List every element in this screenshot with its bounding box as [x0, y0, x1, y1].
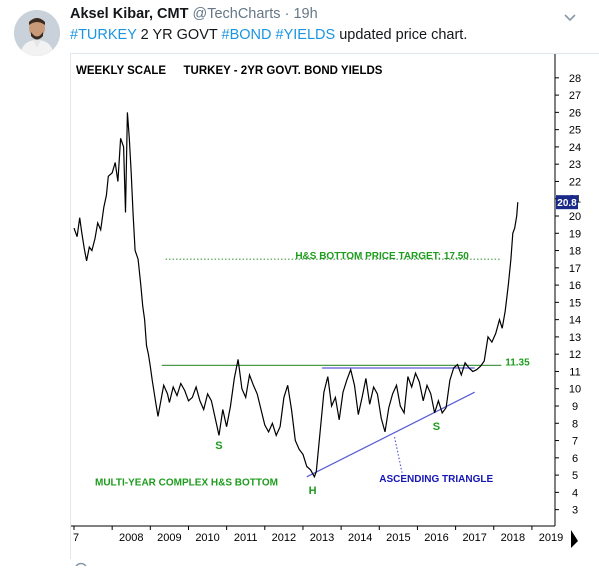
last-value-label: 20.8	[557, 198, 577, 209]
y-tick-label: 27	[569, 90, 581, 102]
reply-icon[interactable]	[75, 553, 87, 567]
triangle-apex-pointer-line	[393, 436, 403, 474]
y-tick-label: 22	[569, 176, 581, 188]
chart-subtitle: WEEKLY SCALE	[76, 65, 166, 77]
profile-photo	[14, 10, 60, 56]
x-tick-label: 2017	[462, 532, 486, 544]
x-tick-label: 2011	[234, 532, 258, 544]
cursor-icon	[571, 530, 578, 548]
x-tick-label: 2015	[386, 532, 410, 544]
tweet-header: Aksel Kibar, CMT @TechCharts · 19h	[70, 6, 318, 22]
author-name[interactable]: Aksel Kibar, CMT	[70, 6, 189, 22]
separator-dot: ·	[284, 6, 290, 22]
x-tick-label: 2012	[272, 532, 296, 544]
hashtag-link[interactable]: #YIELDS	[275, 27, 336, 43]
annotation-label: MULTI-YEAR COMPLEX H&S BOTTOM	[95, 477, 278, 488]
tweet-timestamp[interactable]: 19h	[293, 6, 318, 22]
tweet-text: #TURKEY 2 YR GOVT #BOND #YIELDS updated …	[70, 27, 467, 43]
x-tick-label: 2009	[157, 532, 181, 544]
y-tick-label: 11	[569, 366, 580, 378]
annotation-label: S	[433, 421, 440, 433]
y-tick-label: 23	[569, 159, 581, 171]
y-tick-label: 14	[569, 315, 581, 327]
annotation-label: ASCENDING TRIANGLE	[379, 474, 493, 485]
y-tick-label: 17	[569, 263, 581, 275]
y-tick-label: 15	[569, 297, 581, 309]
tweet-media-chart[interactable]: 3456789101112131415161718192021222324252…	[70, 53, 599, 559]
y-tick-label: 7	[572, 436, 578, 448]
annotation-label: S	[215, 440, 222, 452]
x-tick-label: 2018	[501, 532, 525, 544]
x-tick-label: 2010	[195, 532, 219, 544]
y-tick-label: 13	[569, 332, 581, 344]
y-tick-label: 16	[569, 280, 581, 292]
annotation-label: 11.35	[505, 357, 530, 368]
y-tick-label: 3	[572, 505, 578, 517]
x-tick-label: 2013	[310, 532, 334, 544]
y-tick-label: 25	[569, 125, 581, 137]
y-tick-label: 5	[572, 470, 578, 482]
x-tick-label: 2019	[539, 532, 563, 544]
hashtag-link[interactable]: #TURKEY	[70, 27, 137, 43]
y-tick-label: 9	[572, 401, 578, 413]
last-value-badge: 20.8	[556, 195, 578, 210]
y-tick-label: 20	[569, 211, 581, 223]
x-tick-label: 2008	[119, 532, 143, 544]
avatar[interactable]	[14, 10, 60, 56]
y-tick-label: 18	[569, 246, 581, 258]
y-tick-label: 10	[569, 384, 581, 396]
hashtag-link[interactable]: #BOND	[221, 27, 272, 43]
y-tick-label: 26	[569, 107, 581, 119]
tweet-text-segment: 2 YR GOVT	[136, 27, 222, 43]
author-handle[interactable]: @TechCharts	[192, 6, 281, 22]
y-tick-label: 19	[569, 228, 581, 240]
x-tick-label: 2016	[424, 532, 448, 544]
price-line	[73, 112, 519, 479]
y-tick-label: 24	[569, 142, 581, 154]
y-tick-label: 28	[569, 73, 581, 85]
annotation-label: H	[309, 485, 317, 497]
x-tick-label: 2014	[348, 532, 372, 544]
y-tick-label: 6	[572, 453, 578, 465]
annotation-label: H&S BOTTOM PRICE TARGET: 17.50	[295, 251, 469, 262]
y-tick-label: 12	[569, 349, 581, 361]
y-tick-label: 4	[572, 487, 578, 499]
chart-svg: 3456789101112131415161718192021222324252…	[71, 54, 599, 559]
x-tick-label: 7	[73, 532, 79, 544]
y-tick-label: 8	[572, 418, 578, 430]
tweet-text-segment: updated price chart.	[335, 27, 468, 43]
chart-title: TURKEY - 2YR GOVT. BOND YIELDS	[184, 65, 383, 77]
chevron-down-icon[interactable]	[562, 10, 578, 26]
